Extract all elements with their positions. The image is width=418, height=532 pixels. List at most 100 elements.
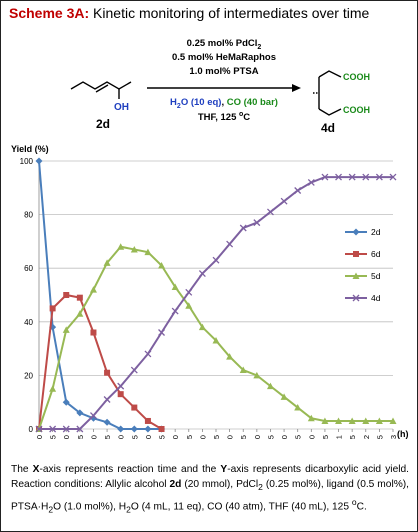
x-tick-label: 3.5 [130, 435, 139, 439]
starting-material-structure [70, 81, 132, 99]
data-point-4d [171, 307, 179, 315]
marker-stroke [185, 288, 193, 296]
data-point-5d [185, 302, 193, 309]
reaction-arrowhead [292, 84, 301, 92]
marker-stroke [49, 425, 57, 433]
data-point-5d [158, 262, 166, 269]
y-tick-label: 80 [24, 211, 33, 220]
data-point-4d [62, 425, 70, 433]
data-point-6d [90, 329, 97, 336]
data-point-6d [104, 369, 111, 376]
marker-stroke [62, 425, 70, 433]
data-point-4d [253, 219, 261, 227]
figure-caption: The X-axis represents reaction time and … [11, 464, 409, 515]
x-tick-label: 12.5 [375, 435, 384, 439]
data-point-4d [307, 178, 315, 186]
x-tick-label: 7.5 [239, 435, 248, 439]
data-point-4d [117, 382, 125, 390]
data-point-4d [226, 240, 234, 248]
legend-item-5d: 5d [345, 271, 381, 281]
legend-marker [352, 272, 360, 279]
x-tick-label: 8.0 [253, 435, 262, 439]
data-point-4d [294, 187, 302, 194]
chart-gridlines [38, 160, 394, 432]
starting-oh-label: OH [114, 102, 129, 113]
data-point-4d [362, 173, 370, 181]
data-point-4d [267, 208, 274, 216]
data-point-5d [117, 243, 125, 250]
marker-stroke [348, 173, 356, 181]
marker-stroke [294, 187, 302, 194]
marker-stroke [389, 173, 397, 181]
data-point-4d [280, 197, 288, 205]
y-tick-label: 100 [20, 157, 34, 166]
legend-item-2d: 2d [345, 227, 381, 237]
x-tick-label: 3.0 [117, 435, 126, 439]
data-point-4d [239, 224, 247, 232]
legend-marker [352, 228, 360, 236]
legend-marker [352, 294, 360, 302]
marker-stroke [335, 173, 342, 181]
x-tick-label: 11 [335, 435, 344, 439]
y-tick-label: 40 [24, 318, 33, 327]
x-tick-label: 8.5 [266, 435, 275, 439]
data-point-2d [103, 418, 111, 426]
x-tick-label: 1.0 [62, 435, 71, 439]
x-tick-label: 5.0 [171, 435, 180, 439]
data-point-4d [212, 256, 220, 264]
legend-label: 5d [371, 271, 381, 281]
x-tick-label: 2.5 [103, 435, 112, 439]
reaction-scheme: OH 2d 0.25 mol% PdCl2 0.5 mol% HeMaRapho… [70, 38, 370, 135]
x-tick-label: 0 [35, 435, 44, 439]
legend-item-4d: 4d [345, 293, 381, 303]
series-6d [36, 292, 165, 432]
marker-stroke [144, 350, 152, 358]
data-point-4d [35, 425, 43, 433]
marker-stroke [35, 425, 43, 433]
data-point-6d [117, 391, 124, 398]
marker-stroke [253, 219, 261, 227]
data-point-4d [198, 270, 206, 278]
data-point-5d [266, 382, 274, 390]
marker-stroke [375, 173, 383, 181]
data-point-5d [89, 286, 97, 293]
x-tick-label: 11.5 [348, 435, 357, 439]
x-tick-label: 2.0 [89, 435, 98, 439]
marker-stroke [321, 173, 329, 181]
y-tick-label: 0 [29, 425, 34, 434]
x-axis-unit: (h) [397, 429, 409, 439]
data-point-5d [171, 283, 179, 290]
data-point-5d [294, 404, 302, 411]
series-5d [35, 243, 397, 432]
data-point-5d [144, 248, 152, 256]
legend-marker [353, 251, 359, 257]
data-point-4d [158, 329, 165, 336]
x-tick-label: 13 [389, 435, 398, 439]
product-label: 4d [321, 121, 335, 135]
series-4d [35, 173, 397, 433]
data-point-5d [103, 259, 111, 266]
kinetics-chart: Yield (%) (h) 0 20 40 60 80 100 0 0.5 1.0 1.5 2.0… [11, 144, 409, 439]
x-tick-label: 6.0 [198, 435, 207, 439]
data-point-6d [49, 305, 56, 312]
reagent-ptsa: 1.0 mol% PTSA [189, 66, 258, 77]
x-tick-label: 10 [307, 435, 316, 439]
x-tick-label: 1.5 [76, 435, 85, 439]
chart-series [35, 157, 397, 433]
data-point-5d [212, 337, 220, 344]
data-point-6d [76, 294, 83, 301]
x-tick-label: 4.5 [158, 435, 167, 439]
marker-stroke [76, 425, 84, 433]
title-prefix: Scheme 3A: [9, 5, 90, 21]
marker-stroke [239, 224, 247, 232]
y-tick-label: 20 [24, 371, 33, 380]
x-tick-label: 9.5 [294, 435, 303, 439]
y-tick-label: 60 [24, 264, 33, 273]
product-structure [313, 70, 342, 116]
data-point-2d [130, 425, 138, 433]
y-tick-labels: 0 20 40 60 80 100 [20, 157, 34, 434]
figure-title: Scheme 3A: Kinetic monitoring of interme… [9, 5, 369, 21]
reagent-ligand: 0.5 mol% HeMaRaphos [172, 52, 276, 63]
x-tick-label: 10.5 [321, 435, 330, 439]
data-point-5d [226, 353, 234, 360]
